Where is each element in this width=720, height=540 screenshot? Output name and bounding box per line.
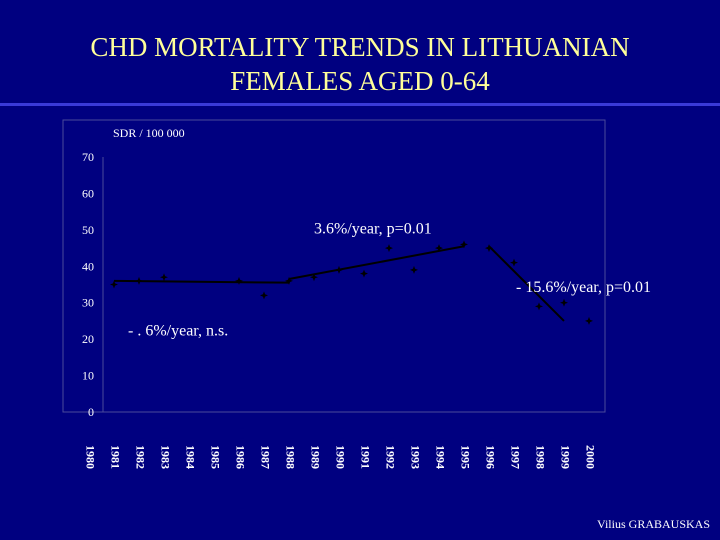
author-credit: Vilius GRABAUSKAS: [597, 517, 710, 531]
data-point: [585, 316, 593, 325]
x-tick-label: 1993: [408, 445, 422, 469]
x-tick-label: 1983: [158, 445, 172, 469]
x-tick-label: 1984: [183, 445, 197, 469]
y-tick-label: 40: [82, 259, 94, 273]
x-tick-label: 1992: [383, 445, 397, 469]
data-point: [435, 244, 443, 253]
data-point: [110, 280, 118, 289]
slide-title: CHD MORTALITY TRENDS IN LITHUANIAN FEMAL…: [0, 30, 720, 98]
chart-frame: [62, 119, 606, 413]
x-tick-label: 1989: [308, 445, 322, 469]
x-tick-label: 1999: [558, 445, 572, 469]
data-point: [360, 269, 368, 278]
x-tick-label: 1997: [508, 445, 522, 469]
data-point: [535, 302, 543, 311]
trend-annotation: - . 6%/year, n.s.: [128, 323, 228, 340]
y-tick-label: 30: [82, 296, 94, 310]
title-line-1: CHD MORTALITY TRENDS IN LITHUANIAN: [90, 32, 630, 62]
y-tick-label: 50: [82, 223, 94, 237]
trend-line: [488, 245, 565, 322]
x-tick-label: 1995: [458, 445, 472, 469]
data-point: [385, 244, 393, 253]
x-tick-label: 1986: [233, 445, 247, 469]
x-tick-label: 2000: [583, 445, 597, 469]
x-tick-label: 1991: [358, 445, 372, 469]
x-tick-label: 1982: [133, 445, 147, 469]
y-tick-label: 0: [88, 405, 94, 419]
data-point: [410, 265, 418, 274]
y-tick-label: 10: [82, 369, 94, 383]
title-line-2: FEMALES AGED 0-64: [230, 66, 490, 96]
x-tick-label: 1981: [108, 445, 122, 469]
data-point: [310, 273, 318, 282]
data-point: [485, 244, 493, 253]
x-tick-label: 1994: [433, 445, 447, 469]
y-tick-label: 60: [82, 186, 94, 200]
trend-line: [113, 279, 290, 284]
data-point: [135, 276, 143, 285]
x-tick-label: 1985: [208, 445, 222, 469]
x-tick-label: 1980: [83, 445, 97, 469]
y-tick-label: 20: [82, 332, 94, 346]
y-axis-label: SDR / 100 000: [113, 126, 185, 140]
data-point: [160, 273, 168, 282]
data-point: [260, 291, 268, 300]
data-point: [335, 265, 343, 274]
data-point: [285, 276, 293, 285]
data-point: [460, 240, 468, 249]
x-tick-label: 1987: [258, 445, 272, 469]
x-tick-label: 1996: [483, 445, 497, 469]
x-tick-label: 1990: [333, 445, 347, 469]
data-point: [510, 258, 518, 267]
data-point: [560, 298, 568, 307]
trend-annotation: 3.6%/year, p=0.01: [314, 221, 432, 238]
x-tick-label: 1988: [283, 445, 297, 469]
title-divider: [0, 103, 720, 106]
trend-annotation: - 15.6%/year, p=0.01: [516, 279, 651, 296]
data-point: [235, 276, 243, 285]
y-tick-label: 70: [82, 150, 94, 164]
trend-line: [288, 245, 465, 281]
x-tick-label: 1998: [533, 445, 547, 469]
